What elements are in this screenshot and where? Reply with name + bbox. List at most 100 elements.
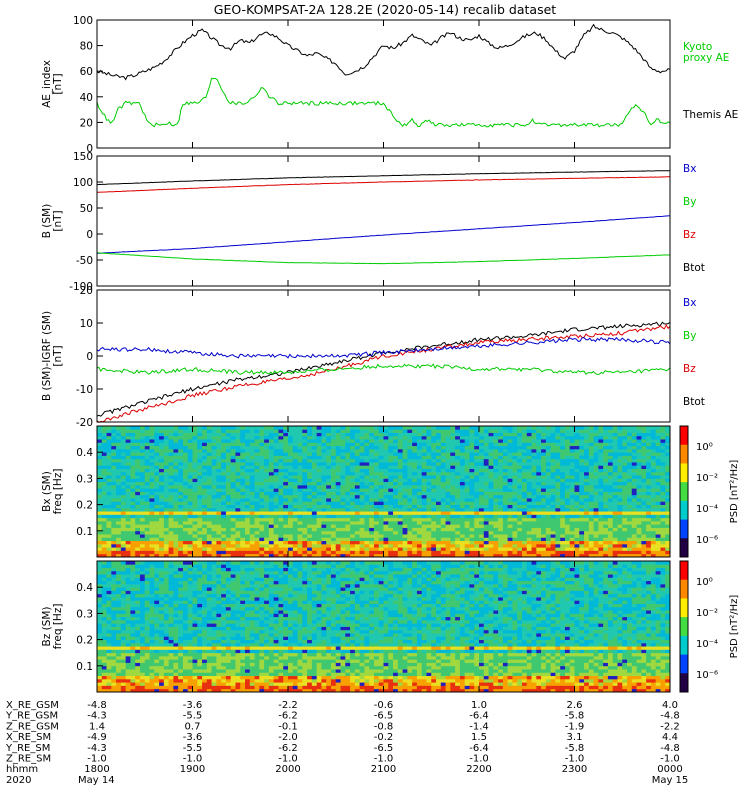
- spectrogram-cell: [249, 517, 255, 522]
- spectrogram-cell: [225, 468, 232, 473]
- spectrogram-cell: [311, 445, 318, 450]
- spectrogram-cell: [412, 550, 418, 555]
- spectrogram-cell: [225, 537, 232, 542]
- spectrogram-cell: [230, 553, 236, 558]
- spectrogram-cell: [612, 501, 618, 505]
- spectrogram-cell: [125, 507, 131, 512]
- spectrogram-cell: [97, 675, 103, 680]
- spectrogram-cell: [97, 553, 103, 558]
- spectrogram-cell: [383, 471, 389, 476]
- spectrogram-cell: [259, 547, 265, 551]
- spectrogram-cell: [354, 458, 361, 463]
- spectrogram-cell: [211, 543, 217, 548]
- spectrogram-cell: [139, 501, 146, 505]
- spectrogram-cell: [617, 455, 623, 460]
- spectrogram-cell: [144, 534, 150, 538]
- spectrogram-cell: [512, 481, 518, 486]
- spectrogram-cell: [321, 524, 327, 528]
- spectrogram-cell: [230, 527, 236, 532]
- spectrogram-cell: [240, 484, 246, 489]
- spectrogram-cell: [459, 540, 466, 545]
- spectrogram-cell: [660, 439, 666, 443]
- spectrogram-cell: [154, 488, 160, 492]
- spectrogram-cell: [650, 455, 657, 460]
- spectrogram-cell: [335, 504, 341, 509]
- spectrogram-cell: [469, 494, 475, 499]
- spectrogram-cell: [402, 494, 408, 499]
- spectrogram-cell: [412, 543, 418, 548]
- spectrogram-cell: [354, 524, 361, 528]
- spectrogram-cell: [369, 445, 375, 450]
- spectrogram-cell: [307, 501, 313, 505]
- spectrogram-cell: [555, 540, 561, 545]
- spectrogram-cell: [302, 550, 308, 555]
- spectrogram-cell: [288, 471, 294, 476]
- spectrogram-cell: [130, 524, 136, 528]
- spectrogram-cell: [192, 511, 198, 515]
- spectrogram-cell: [182, 550, 189, 555]
- spectrogram-cell: [321, 550, 327, 555]
- spectrogram-cell: [402, 452, 408, 456]
- spectrogram-cell: [249, 507, 255, 512]
- spectrogram-cell: [330, 530, 337, 535]
- spectrogram-cell: [249, 491, 255, 496]
- spectrogram-cell: [130, 478, 136, 483]
- spectrogram-cell: [507, 507, 513, 512]
- spectrogram-cell: [445, 478, 451, 483]
- spectrogram-cell: [230, 439, 236, 443]
- spectrogram-cell: [493, 507, 499, 512]
- spectrogram-cell: [116, 504, 122, 509]
- spectrogram-cell: [249, 488, 255, 492]
- spectrogram-cell: [278, 530, 284, 535]
- spectrogram-cell: [407, 481, 413, 486]
- spectrogram-cell: [421, 520, 427, 525]
- spectrogram-cell: [560, 426, 566, 430]
- spectrogram-cell: [412, 524, 418, 528]
- spectrogram-cell: [579, 537, 585, 542]
- spectrogram-cell: [97, 567, 103, 572]
- spectrogram-cell: [502, 455, 509, 460]
- spectrogram-cell: [440, 520, 446, 525]
- spectrogram-cell: [507, 439, 513, 443]
- spectrogram-cell: [402, 527, 408, 532]
- spectrogram-cell: [397, 478, 403, 483]
- spectrogram-cell: [359, 478, 365, 483]
- spectrogram-cell: [135, 435, 141, 440]
- spectrogram-cell: [388, 534, 394, 538]
- spectrogram-cell: [455, 494, 461, 499]
- spectrogram-cell: [173, 530, 179, 535]
- spectrogram-cell: [273, 448, 279, 453]
- spectrogram-cell: [474, 488, 480, 492]
- spectrogram-cell: [474, 432, 480, 437]
- spectrogram-cell: [216, 517, 222, 522]
- spectrogram-cell: [521, 488, 528, 492]
- spectrogram-cell: [517, 524, 523, 528]
- spectrogram-cell: [116, 511, 122, 515]
- spectrogram-cell: [354, 550, 361, 555]
- spectrogram-cell: [345, 471, 351, 476]
- spectrogram-cell: [584, 514, 590, 519]
- spectrogram-cell: [636, 426, 642, 430]
- spectrogram-cell: [464, 527, 470, 532]
- spectrogram-cell: [636, 540, 642, 545]
- spectrogram-cell: [459, 458, 466, 463]
- spectrogram-cell: [345, 553, 351, 558]
- spectrogram-cell: [507, 520, 513, 525]
- spectrogram-cell: [245, 501, 251, 505]
- spectrogram-cell: [665, 550, 671, 555]
- spectrogram-cell: [464, 462, 470, 466]
- spectrogram-cell: [631, 514, 637, 519]
- spectrogram-cell: [416, 507, 423, 512]
- spectrogram-cell: [607, 498, 614, 502]
- spectrogram-cell: [168, 537, 174, 542]
- spectrogram-cell: [493, 439, 499, 443]
- spectrogram-cell: [240, 498, 246, 502]
- spectrogram-cell: [607, 448, 614, 453]
- spectrogram-cell: [517, 458, 523, 463]
- spectrogram-cell: [436, 507, 442, 512]
- spectrogram-cell: [498, 458, 504, 463]
- spectrogram-cell: [321, 445, 327, 450]
- spectrogram-cell: [459, 481, 466, 486]
- spectrogram-cell: [187, 550, 193, 555]
- spectrogram-cell: [536, 442, 542, 447]
